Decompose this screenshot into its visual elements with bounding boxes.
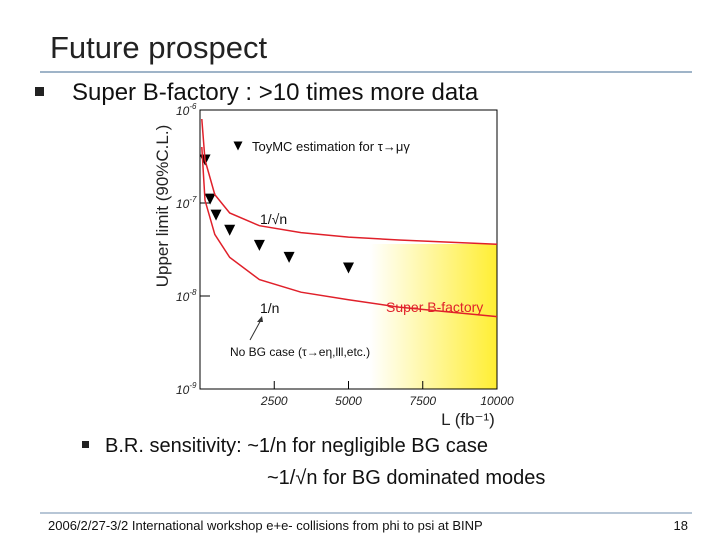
annotation: No BG case (τ→eη,lll,etc.) [230, 345, 370, 359]
y-tick-label: 10-7 [176, 195, 197, 211]
data-point [224, 224, 236, 236]
data-point [283, 251, 295, 263]
data-point [210, 209, 222, 221]
annotation: Super B-factory [386, 299, 483, 315]
bullet: Super B-factory : >10 times more data [72, 79, 479, 106]
y-tick-exponent: -8 [189, 288, 197, 297]
bullet-marker [35, 87, 44, 96]
y-tick-exponent: -9 [189, 381, 197, 390]
curve [201, 146, 498, 318]
page-number: 18 [674, 518, 688, 533]
data-point [253, 239, 265, 251]
y-axis-label: Upper limit (90%C.L.) [153, 125, 172, 288]
y-tick-label: 10-9 [176, 381, 197, 397]
curve-label: 1/√n [260, 211, 287, 227]
curve [201, 118, 498, 246]
y-tick-base: 10 [176, 290, 190, 304]
legend-label: ToyMC estimation for τ→μγ [252, 139, 410, 154]
bullet-marker [82, 441, 89, 448]
y-tick-base: 10 [176, 383, 190, 397]
curve-label: 1/n [260, 300, 279, 316]
x-axis-label: L (fb⁻¹) [441, 410, 495, 429]
legend-marker [233, 141, 243, 151]
sub-bullet: B.R. sensitivity: ~1/n for negligible BG… [105, 435, 488, 457]
y-tick-base: 10 [176, 197, 190, 211]
y-tick-label: 10-8 [176, 288, 197, 304]
slide-title: Future prospect [50, 30, 267, 65]
data-point [204, 193, 216, 205]
x-tick-label: 10000 [480, 394, 514, 408]
footer: 2006/2/27-3/2 International workshop e+e… [48, 518, 483, 533]
x-tick-label: 7500 [409, 394, 436, 408]
y-tick-exponent: -6 [189, 102, 197, 111]
data-point [343, 262, 354, 274]
y-tick-base: 10 [176, 104, 190, 118]
y-tick-label: 10-6 [176, 102, 197, 118]
annotation-arrowhead [257, 316, 263, 322]
sub-bullet: ~1/√n for BG dominated modes [267, 467, 545, 489]
y-tick-exponent: -7 [189, 195, 197, 204]
x-tick-label: 5000 [335, 394, 362, 408]
x-tick-label: 2500 [260, 394, 288, 408]
highlight-region [370, 244, 497, 389]
